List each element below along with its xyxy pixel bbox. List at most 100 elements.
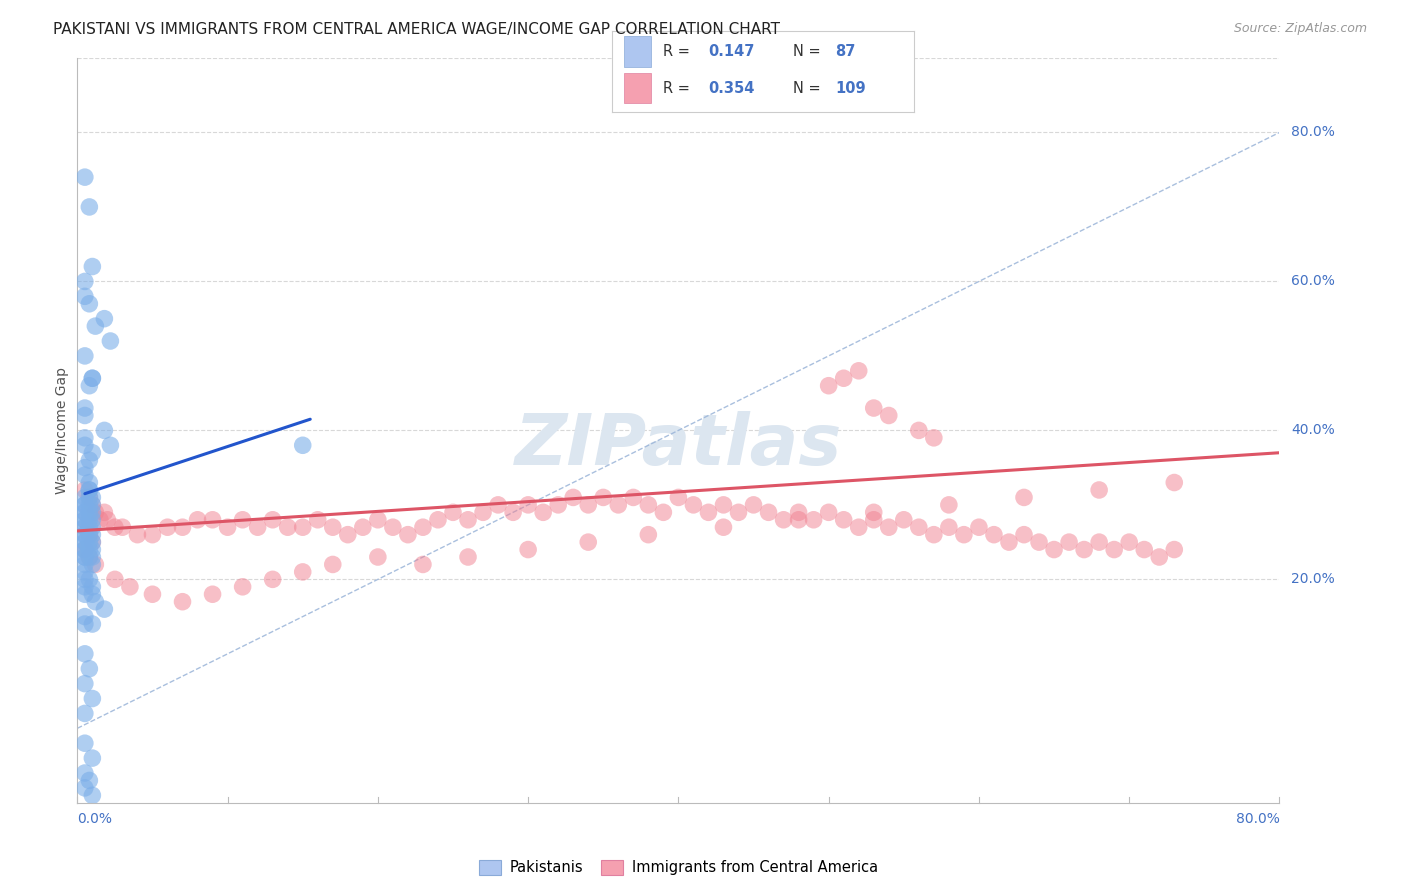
Point: [73, 542, 96, 557]
Point: [79, 773, 101, 788]
Point: [1073, 542, 1095, 557]
Point: [79, 498, 101, 512]
Point: [82, 498, 104, 512]
Point: [79, 513, 101, 527]
Point: [877, 520, 900, 534]
Point: [727, 505, 749, 519]
Point: [73, 542, 96, 557]
Text: N =: N =: [793, 44, 825, 59]
Point: [82, 587, 104, 601]
Point: [73, 491, 96, 505]
Point: [73, 527, 96, 541]
Point: [307, 513, 329, 527]
Point: [79, 475, 101, 490]
Point: [73, 438, 96, 452]
Point: [73, 431, 96, 445]
Point: [73, 535, 96, 549]
Text: 80.0%: 80.0%: [1236, 812, 1279, 826]
Point: [82, 751, 104, 765]
Point: [1012, 491, 1035, 505]
Point: [73, 275, 96, 289]
Point: [73, 513, 96, 527]
Point: [73, 483, 96, 497]
Point: [201, 587, 224, 601]
Text: 40.0%: 40.0%: [1292, 424, 1336, 437]
Point: [79, 520, 101, 534]
Point: [457, 549, 479, 564]
Text: ZIPatlas: ZIPatlas: [515, 411, 842, 480]
Point: [73, 558, 96, 572]
Point: [832, 371, 855, 385]
Point: [84, 505, 107, 519]
Text: Source: ZipAtlas.com: Source: ZipAtlas.com: [1233, 22, 1367, 36]
Point: [84, 319, 107, 334]
Point: [73, 527, 96, 541]
Point: [79, 491, 101, 505]
Point: [517, 542, 540, 557]
Point: [82, 527, 104, 541]
Point: [82, 535, 104, 549]
Point: [1012, 527, 1035, 541]
Point: [817, 378, 839, 392]
Point: [141, 527, 163, 541]
Point: [104, 520, 127, 534]
Point: [73, 498, 96, 512]
Point: [336, 527, 359, 541]
Point: [862, 401, 884, 415]
Point: [141, 587, 163, 601]
Point: [82, 505, 104, 519]
Point: [79, 549, 101, 564]
Point: [922, 527, 945, 541]
Y-axis label: Wage/Income Gap: Wage/Income Gap: [55, 367, 69, 494]
Point: [172, 595, 194, 609]
Point: [1163, 542, 1185, 557]
Point: [73, 587, 96, 601]
Point: [1043, 542, 1066, 557]
Point: [79, 527, 101, 541]
Point: [1133, 542, 1156, 557]
Point: [817, 505, 839, 519]
Point: [1088, 535, 1111, 549]
Point: [73, 520, 96, 534]
Point: [232, 513, 254, 527]
Point: [803, 513, 825, 527]
Point: [1163, 475, 1185, 490]
Point: [79, 378, 101, 392]
Legend: Pakistanis, Immigrants from Central America: Pakistanis, Immigrants from Central Amer…: [474, 855, 883, 881]
Point: [82, 580, 104, 594]
Point: [82, 789, 104, 803]
Point: [79, 535, 101, 549]
Point: [73, 535, 96, 549]
Point: [277, 520, 299, 534]
Point: [84, 558, 107, 572]
Point: [73, 349, 96, 363]
Point: [127, 527, 149, 541]
Point: [82, 691, 104, 706]
Point: [772, 513, 794, 527]
Point: [1088, 483, 1111, 497]
Point: [84, 595, 107, 609]
Point: [82, 498, 104, 512]
Point: [73, 549, 96, 564]
Point: [412, 558, 434, 572]
Point: [79, 542, 101, 557]
Point: [983, 527, 1005, 541]
Point: [73, 609, 96, 624]
Point: [156, 520, 179, 534]
Point: [621, 491, 644, 505]
Point: [908, 520, 931, 534]
Point: [79, 297, 101, 311]
Point: [73, 766, 96, 780]
Point: [73, 468, 96, 483]
Point: [73, 505, 96, 519]
Point: [79, 549, 101, 564]
Point: [562, 491, 585, 505]
Point: [73, 505, 96, 519]
Point: [367, 513, 389, 527]
Point: [668, 491, 690, 505]
Point: [592, 491, 614, 505]
Text: PAKISTANI VS IMMIGRANTS FROM CENTRAL AMERICA WAGE/INCOME GAP CORRELATION CHART: PAKISTANI VS IMMIGRANTS FROM CENTRAL AME…: [53, 22, 780, 37]
Point: [472, 505, 495, 519]
Point: [652, 505, 675, 519]
Point: [531, 505, 554, 519]
